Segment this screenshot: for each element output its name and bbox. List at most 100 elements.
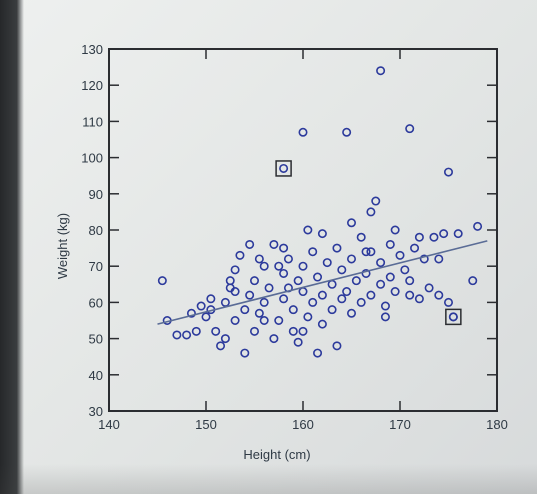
data-point: [453, 229, 463, 239]
data-point: [351, 276, 361, 286]
data-point: [230, 315, 240, 325]
data-point: [414, 232, 424, 242]
data-point: [390, 225, 400, 235]
data-point: [371, 196, 381, 206]
data-point: [298, 127, 308, 137]
y-tick-label: 130: [81, 42, 103, 57]
data-point: [259, 297, 269, 307]
data-point: [405, 276, 415, 286]
data-point: [332, 341, 342, 351]
data-point: [245, 290, 255, 300]
data-point: [332, 243, 342, 253]
data-point: [172, 330, 182, 340]
x-tick-label: 160: [292, 417, 314, 432]
data-point: [279, 163, 289, 173]
y-tick-label: 100: [81, 151, 103, 166]
data-point: [317, 319, 327, 329]
data-point: [376, 258, 386, 268]
data-point: [342, 287, 352, 297]
data-point: [346, 254, 356, 264]
data-point: [443, 297, 453, 307]
data-point: [298, 326, 308, 336]
tick-layer: 140 150 160 170 180 30 40 50 60 70 80 90 100 110 120 13…: [81, 42, 508, 432]
outlier-box: [445, 308, 462, 326]
data-point: [274, 315, 284, 325]
photo-dark-edge: [0, 0, 24, 494]
data-point: [186, 308, 196, 318]
data-point: [317, 290, 327, 300]
data-point: [327, 305, 337, 315]
plot-border: [108, 48, 498, 412]
data-point: [245, 239, 255, 249]
y-axis-title: Weight (kg): [55, 213, 70, 279]
data-point: [385, 272, 395, 282]
data-point: [283, 254, 293, 264]
data-point: [308, 247, 318, 257]
data-point: [313, 348, 323, 358]
data-point: [230, 287, 240, 297]
data-point: [216, 341, 226, 351]
data-point: [439, 229, 449, 239]
data-point: [443, 167, 453, 177]
data-point: [322, 258, 332, 268]
data-point: [230, 265, 240, 275]
x-tick-label: 180: [486, 417, 508, 432]
photo-shadow: [0, 464, 537, 494]
data-point: [303, 312, 313, 322]
y-tick-label: 110: [82, 114, 103, 129]
points-layer: [157, 66, 483, 358]
data-point: [361, 268, 371, 278]
data-point: [254, 254, 264, 264]
x-tick-label: 150: [195, 417, 217, 432]
overlay-layer: [157, 160, 488, 326]
data-point: [405, 290, 415, 300]
data-point: [346, 218, 356, 228]
data-point: [410, 243, 420, 253]
x-tick-label: 140: [98, 417, 120, 432]
y-tick-label: 120: [81, 78, 103, 93]
data-point: [279, 294, 289, 304]
data-point: [211, 326, 221, 336]
data-point: [259, 315, 269, 325]
data-point: [298, 287, 308, 297]
data-point: [250, 326, 260, 336]
data-point: [342, 127, 352, 137]
x-axis-title: Height (cm): [243, 447, 310, 462]
data-point: [269, 239, 279, 249]
data-point: [288, 326, 298, 336]
data-point: [337, 294, 347, 304]
data-point: [376, 279, 386, 289]
data-point: [366, 247, 376, 257]
data-point: [317, 229, 327, 239]
data-point: [385, 239, 395, 249]
data-point: [303, 225, 313, 235]
data-point: [240, 305, 250, 315]
data-point: [274, 261, 284, 271]
plot-area: [108, 48, 498, 412]
data-point: [414, 294, 424, 304]
data-point: [429, 232, 439, 242]
data-point: [473, 221, 483, 231]
x-tick-label: 170: [389, 417, 411, 432]
data-point: [191, 326, 201, 336]
data-point: [298, 261, 308, 271]
trend-line: [157, 240, 488, 325]
data-point: [220, 334, 230, 344]
data-point: [201, 312, 211, 322]
data-point: [380, 312, 390, 322]
data-point: [308, 297, 318, 307]
data-point: [313, 272, 323, 282]
data-point: [182, 330, 192, 340]
data-point: [279, 243, 289, 253]
data-point: [419, 254, 429, 264]
data-point: [395, 250, 405, 260]
data-point: [346, 308, 356, 318]
data-point: [269, 334, 279, 344]
data-point: [390, 287, 400, 297]
data-point: [279, 268, 289, 278]
y-tick-label: 30: [89, 404, 103, 419]
data-point: [288, 305, 298, 315]
data-point: [250, 276, 260, 286]
data-point: [376, 66, 386, 76]
